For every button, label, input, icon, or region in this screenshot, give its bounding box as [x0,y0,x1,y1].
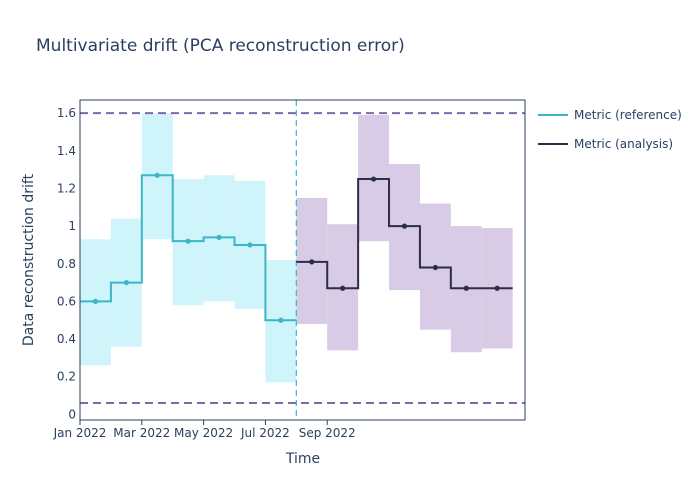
data-point-1-2 [370,176,377,182]
y-tick-label: 0 [68,407,76,421]
series-line-1 [296,178,513,290]
legend-label-reference: Metric (reference) [574,108,682,122]
y-tick-label: 0.8 [57,257,76,271]
y-tick-label: 1.6 [57,106,76,120]
threshold-lines [80,112,525,405]
y-tick-label: 0.6 [57,294,76,308]
legend-item-reference[interactable]: Metric (reference) [538,108,682,122]
data-point-1-1 [340,285,346,291]
legend-label-analysis: Metric (analysis) [574,137,673,151]
chart-title: Multivariate drift (PCA reconstruction e… [36,36,405,56]
data-point-0-6 [278,317,284,323]
y-tick-label: 1.4 [57,144,76,158]
y-tick-label: 1.2 [57,181,76,195]
data-point-1-3 [401,223,408,229]
x-axis-label: Time [285,451,320,467]
data-point-0-5 [247,242,253,248]
data-point-0-1 [123,279,129,286]
data-point-0-4 [216,234,222,241]
series-markers [92,172,500,323]
y-tick-label: 0.2 [57,370,76,384]
legend[interactable]: Metric (reference) Metric (analysis) [538,108,682,151]
y-tick-label: 1 [68,219,76,233]
x-tick-label: May 2022 [174,426,233,440]
plot-frame [79,99,526,421]
data-point-0-0 [92,298,99,305]
x-axis-ticks: Jan 2022 Mar 2022 May 2022 Jul 2022 Sep 2022 [53,420,356,440]
y-tick-label: 0.4 [57,332,76,346]
x-tick-label: Mar 2022 [113,426,170,440]
x-tick-label: Sep 2022 [299,426,356,440]
x-tick-label: Jul 2022 [240,426,290,440]
y-axis-ticks: 0 0.2 0.4 0.6 0.8 1 1.2 1.4 1.6 [57,106,76,421]
legend-item-analysis[interactable]: Metric (analysis) [538,137,673,151]
data-point-0-3 [185,238,191,244]
data-point-1-5 [463,285,469,291]
data-point-1-6 [494,285,500,291]
data-point-1-4 [432,264,438,271]
data-point-1-0 [309,259,315,265]
x-tick-label: Jan 2022 [53,426,107,440]
data-point-0-2 [154,172,160,178]
y-axis-label: Data reconstruction drift [21,173,37,346]
